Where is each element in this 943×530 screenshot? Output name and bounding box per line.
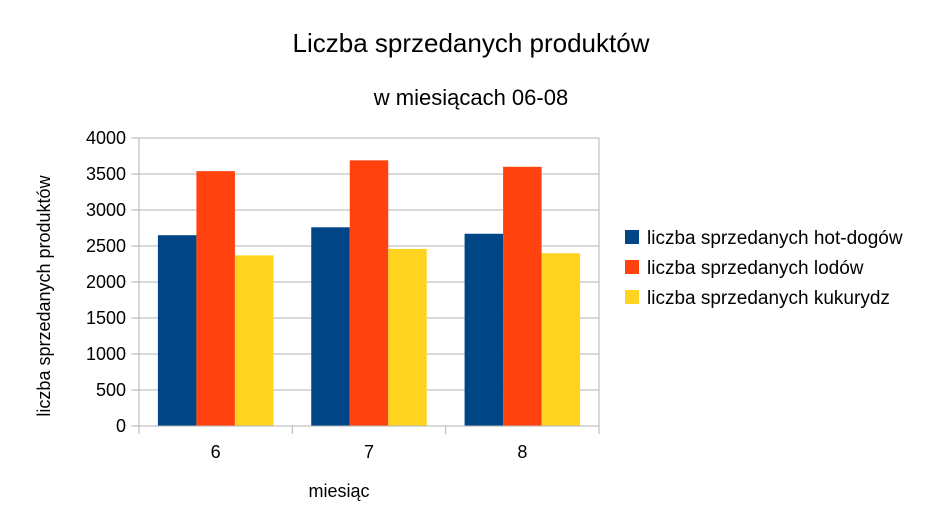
legend-swatch [625, 230, 639, 244]
x-axis-label: miesiąc [308, 481, 369, 501]
legend-swatch [625, 260, 639, 274]
y-tick-label: 0 [116, 416, 126, 436]
y-tick-label: 4000 [86, 128, 126, 148]
bar [349, 160, 389, 426]
legend: liczba sprzedanych hot-dogów liczba sprze… [625, 228, 903, 309]
y-tick-label: 2500 [86, 236, 126, 256]
y-tick-label: 3500 [86, 164, 126, 184]
legend-swatch [625, 290, 639, 304]
y-tick-label: 3000 [86, 200, 126, 220]
y-axis-label: liczba sprzedanych produktów [34, 174, 54, 416]
bar [464, 233, 504, 426]
chart-subtitle: w miesiącach 06-08 [373, 85, 568, 110]
bar [234, 255, 274, 426]
x-tick-label: 8 [517, 442, 527, 462]
y-tick-label: 1000 [86, 344, 126, 364]
y-tick-label: 1500 [86, 308, 126, 328]
bar [541, 253, 581, 426]
bars [157, 160, 581, 427]
x-tick-label: 7 [364, 442, 374, 462]
legend-label: liczba sprzedanych hot-dogów [647, 228, 903, 249]
y-tick-label: 500 [96, 380, 126, 400]
legend-label: liczba sprzedanych lodów [647, 258, 864, 279]
bar [503, 166, 542, 427]
axes: 0 500 1000 1500 2000 2500 3000 3500 4000 6 7 8 [86, 128, 600, 462]
bar [196, 171, 235, 426]
bar [388, 248, 427, 426]
chart-title: Liczba sprzedanych produktów [293, 28, 650, 58]
bar [311, 227, 350, 426]
bar [157, 235, 197, 426]
legend-label: liczba sprzedanych kukurydz [647, 288, 890, 309]
x-tick-label: 6 [211, 442, 221, 462]
y-tick-label: 2000 [86, 272, 126, 292]
